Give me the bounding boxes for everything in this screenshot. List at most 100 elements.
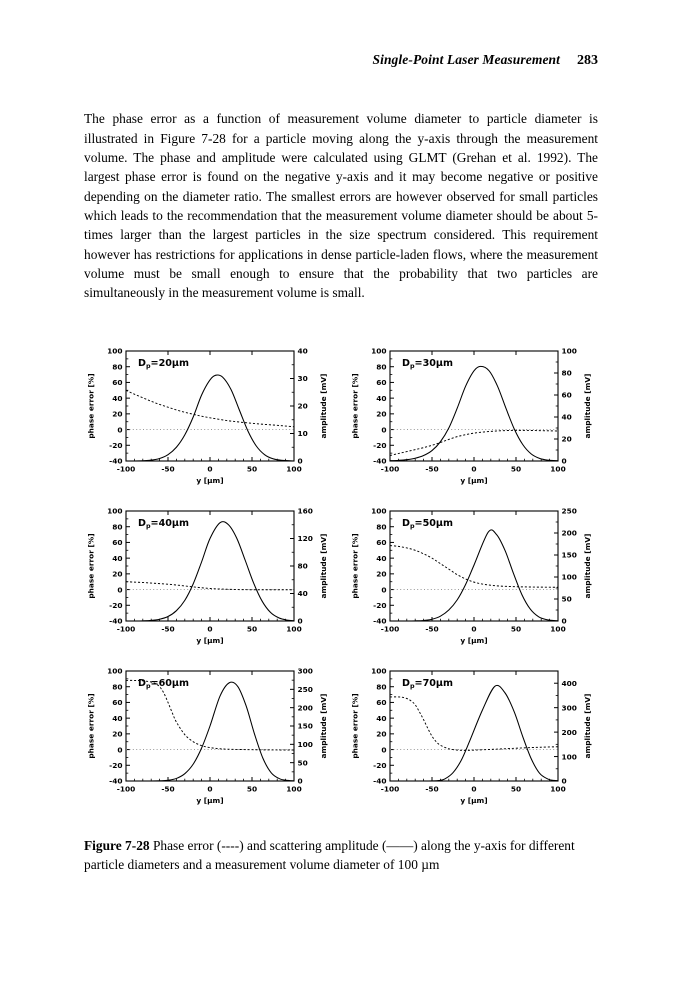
y2-tick-label: 80: [298, 562, 308, 571]
x-tick-label: 0: [471, 625, 476, 634]
chart-dp50-svg: -100 -50 0 50 100-40-20020406080100050100150…: [351, 507, 593, 645]
chart-dp20: -100 -50 0 50 100 -40 -20 0 20 40 60 80 100 0 10 20 30 40…: [84, 342, 336, 492]
y-tick-label: -20: [373, 441, 386, 450]
x-tick-label: 100: [550, 785, 565, 794]
figure-7-28: -100 -50 0 50 100 -40 -20 0 20 40 60 80 100 0 10 20 30 40…: [84, 342, 600, 812]
phase-error-curve: [126, 389, 294, 428]
y2-tick-label: 50: [562, 595, 572, 604]
y-tick-label: 40: [376, 714, 386, 723]
y-axis-label: phase error [%]: [87, 693, 96, 758]
x-tick-label: -100: [117, 785, 136, 794]
body-paragraph: The phase error as a function of measure…: [84, 111, 598, 301]
y-tick-label: 60: [112, 538, 122, 547]
x-tick-label: 50: [247, 785, 257, 794]
chart-title: Dp=50µm: [402, 518, 453, 530]
y2-tick-label: 0: [298, 457, 303, 466]
phase-error-curve: [126, 679, 294, 751]
y-tick-label: 80: [376, 362, 386, 371]
phase-error-curve: [390, 696, 558, 751]
y2-tick-label: 0: [562, 457, 567, 466]
y-tick-label: 20: [112, 730, 122, 739]
phase-error-curve: [126, 581, 294, 591]
chart-title: Dp=30µm: [402, 358, 453, 370]
x-axis-label: y [µm]: [196, 796, 223, 805]
y-tick-label: -40: [109, 777, 122, 786]
y-tick-label: 40: [376, 554, 386, 563]
y-tick-label: 20: [112, 570, 122, 579]
y-tick-label: 20: [376, 730, 386, 739]
x-tick-label: -50: [425, 785, 438, 794]
x-tick-label: 50: [511, 465, 521, 474]
y2-axis-label: amplitude [mV]: [583, 694, 592, 759]
y-tick-label: 60: [112, 698, 122, 707]
x-tick-label: 50: [247, 625, 257, 634]
y2-tick-label: 0: [298, 617, 303, 626]
x-tick-label: 100: [550, 465, 565, 474]
y2-tick-label: 20: [562, 435, 572, 444]
y-tick-label: -40: [109, 457, 122, 466]
y-tick-label: 0: [381, 425, 386, 434]
y-tick-label: 20: [376, 570, 386, 579]
y-tick-label: 60: [376, 378, 386, 387]
y2-axis-label: amplitude [mV]: [319, 534, 328, 599]
amplitude-curve: [126, 681, 294, 781]
amplitude-curve: [390, 529, 558, 621]
x-axis-label: y [µm]: [196, 636, 223, 645]
y2-tick-label: 200: [298, 703, 313, 712]
x-tick-label: 100: [286, 625, 301, 634]
chart-dp70: -100 -50 0 50 100 -40 -20 0 20 40 60 80 100 0 100 200 30…: [348, 662, 600, 812]
x-tick-label: 50: [247, 465, 257, 474]
figure-caption-label: Figure 7-28: [84, 838, 150, 853]
y2-tick-label: 250: [298, 685, 313, 694]
chart-dp40-svg: -100 -50 0 50 100-40-20020406080100040801201…: [87, 507, 329, 645]
y2-tick-label: 400: [562, 679, 577, 688]
x-tick-label: -100: [381, 785, 400, 794]
y-axis-label: phase error [%]: [87, 533, 96, 598]
phase-error-curve: [390, 545, 558, 588]
amplitude-curve: [390, 365, 558, 461]
y2-axis-label: amplitude [mV]: [583, 534, 592, 599]
x-tick-label: 50: [511, 785, 521, 794]
y-tick-label: -20: [109, 601, 122, 610]
y2-tick-label: 10: [298, 429, 308, 438]
y-tick-label: 0: [117, 425, 122, 434]
chart-dp20-svg: -100 -50 0 50 100-40-20020406080100010203040…: [87, 347, 329, 485]
y-tick-label: 100: [107, 667, 122, 676]
y2-tick-label: 30: [298, 374, 308, 383]
x-tick-label: -100: [117, 625, 136, 634]
amplitude-curve: [126, 374, 294, 461]
y-tick-label: 80: [112, 682, 122, 691]
y-tick-label: -40: [109, 617, 122, 626]
chart-row-2: -100 -50 0 50 100 -40 -20 0 20 40 60 80 100 0 40 80 120 1…: [84, 502, 600, 652]
y2-tick-label: 40: [298, 589, 308, 598]
x-tick-label: -50: [425, 465, 438, 474]
y-axis-label: phase error [%]: [351, 693, 360, 758]
y-tick-label: -40: [373, 777, 386, 786]
chart-title: Dp=60µm: [138, 678, 189, 690]
y2-axis-label: amplitude [mV]: [319, 374, 328, 439]
x-tick-label: -50: [161, 785, 174, 794]
y-tick-label: 40: [112, 394, 122, 403]
x-tick-label: 100: [550, 625, 565, 634]
y2-tick-label: 60: [562, 391, 572, 400]
y2-tick-label: 150: [298, 722, 313, 731]
y-axis-label: phase error [%]: [351, 533, 360, 598]
y2-tick-label: 200: [562, 529, 577, 538]
figure-caption-text: Phase error (----) and scattering amplit…: [84, 838, 575, 873]
x-tick-label: -100: [117, 465, 136, 474]
chart-dp70-svg: -100 -50 0 50 100-40-20020406080100010020030…: [351, 667, 593, 805]
x-tick-label: 0: [207, 625, 212, 634]
x-tick-label: 0: [207, 785, 212, 794]
y2-tick-label: 40: [562, 413, 572, 422]
y2-tick-label: 0: [298, 777, 303, 786]
x-tick-label: -100: [381, 625, 400, 634]
y-tick-label: 60: [376, 698, 386, 707]
y2-tick-label: 0: [562, 777, 567, 786]
y2-tick-label: 20: [298, 402, 308, 411]
y2-tick-label: 200: [562, 728, 577, 737]
y-tick-label: 100: [371, 507, 386, 516]
running-head: Single-Point Laser Measurement 283: [80, 52, 598, 69]
x-tick-label: 0: [207, 465, 212, 474]
y-tick-label: 80: [376, 682, 386, 691]
